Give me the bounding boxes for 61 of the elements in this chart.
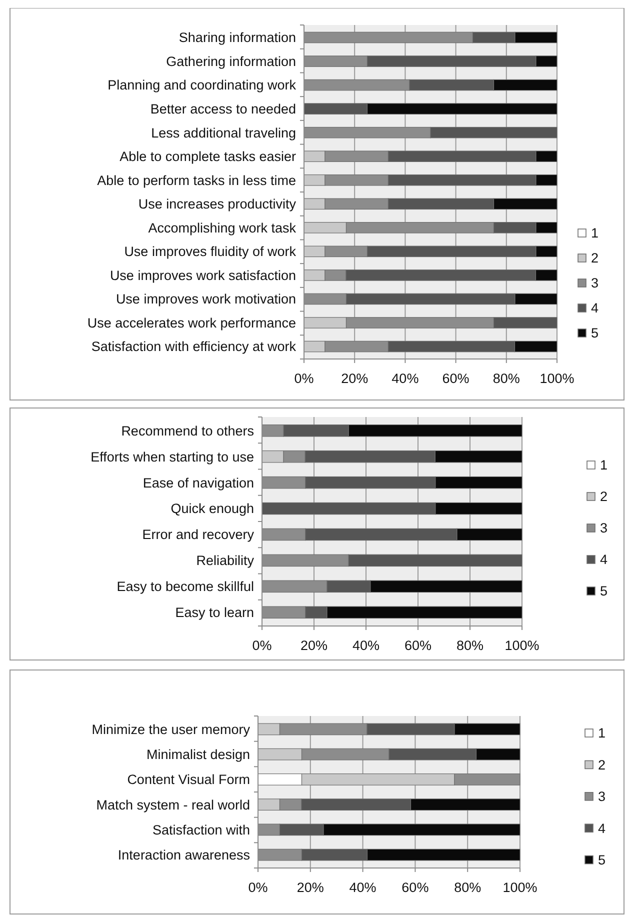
y-tick-label: Able to perform tasks in less time bbox=[97, 172, 296, 188]
legend-label: 3 bbox=[598, 789, 606, 804]
legend-label: 1 bbox=[600, 458, 608, 473]
legend-label: 1 bbox=[598, 726, 606, 741]
y-tick-label: Less additional traveling bbox=[151, 125, 296, 140]
legend-label: 4 bbox=[600, 552, 608, 568]
x-tick-label: 100% bbox=[502, 880, 538, 895]
x-tick-label: 20% bbox=[300, 638, 328, 653]
legend-label: 2 bbox=[600, 489, 608, 504]
legend-label: 4 bbox=[591, 300, 599, 316]
x-tick-label: 60% bbox=[404, 638, 432, 653]
legend-label: 1 bbox=[591, 226, 599, 241]
x-tick-label: 40% bbox=[352, 638, 380, 653]
legend-label: 4 bbox=[598, 820, 606, 836]
y-tick-label: Error and recovery bbox=[142, 527, 254, 542]
y-tick-label: Accomplishing work task bbox=[148, 220, 296, 236]
y-tick-label: Use increases productivity bbox=[138, 196, 296, 212]
x-tick-label: 80% bbox=[492, 371, 520, 386]
y-tick-label: Use accelerates work performance bbox=[87, 315, 296, 330]
legend-label: 3 bbox=[600, 520, 608, 536]
x-tick-label: 80% bbox=[456, 638, 484, 653]
x-tick-label: 60% bbox=[442, 371, 470, 386]
legend-label: 3 bbox=[591, 276, 599, 291]
y-tick-label: Use improves fluidity of work bbox=[124, 244, 296, 260]
legend-label: 2 bbox=[598, 757, 606, 772]
y-tick-label: Match system - real world bbox=[96, 797, 250, 812]
y-tick-label: Planning and coordinating work bbox=[108, 78, 296, 93]
y-tick-label: Minimalist design bbox=[146, 747, 250, 762]
legend-label: 2 bbox=[591, 250, 599, 266]
y-tick-label: Reliability bbox=[196, 553, 254, 568]
x-tick-label: 0% bbox=[248, 880, 268, 895]
y-tick-label: Efforts when starting to use bbox=[90, 449, 254, 464]
y-tick-label: Recommend to others bbox=[121, 423, 254, 438]
y-tick-label: Ease of navigation bbox=[142, 475, 254, 490]
x-tick-label: 40% bbox=[392, 371, 419, 386]
legend-label: 5 bbox=[598, 852, 606, 868]
x-tick-label: 0% bbox=[294, 371, 314, 386]
x-tick-label: 20% bbox=[296, 880, 324, 895]
y-tick-label: Use improves work motivation bbox=[116, 292, 296, 307]
y-tick-label: Gathering information bbox=[166, 54, 296, 69]
y-tick-label: Satisfaction with efficiency at work bbox=[91, 339, 296, 354]
y-tick-label: Able to complete tasks easier bbox=[120, 149, 296, 164]
y-tick-label: Quick enough bbox=[170, 501, 254, 516]
x-tick-label: 100% bbox=[540, 371, 574, 386]
y-tick-label: Better access to needed bbox=[150, 102, 296, 117]
legend-label: 5 bbox=[591, 326, 599, 341]
y-tick-label: Interaction awareness bbox=[118, 848, 250, 863]
legend-label: 5 bbox=[600, 584, 608, 599]
y-tick-label: Sharing information bbox=[178, 30, 296, 46]
x-tick-label: 80% bbox=[454, 880, 482, 895]
x-tick-label: 100% bbox=[504, 638, 540, 653]
x-tick-label: 60% bbox=[402, 880, 429, 895]
y-tick-label: Easy to become skillful bbox=[116, 579, 254, 594]
y-tick-label: Satisfaction with bbox=[152, 822, 250, 838]
x-tick-label: 0% bbox=[252, 638, 272, 653]
x-tick-label: 40% bbox=[349, 880, 376, 895]
x-tick-label: 20% bbox=[341, 371, 368, 386]
y-tick-label: Easy to learn bbox=[175, 605, 254, 620]
y-tick-label: Content Visual Form bbox=[127, 772, 250, 788]
y-tick-label: Minimize the user memory bbox=[92, 722, 250, 737]
y-tick-label: Use improves work satisfaction bbox=[110, 268, 296, 283]
